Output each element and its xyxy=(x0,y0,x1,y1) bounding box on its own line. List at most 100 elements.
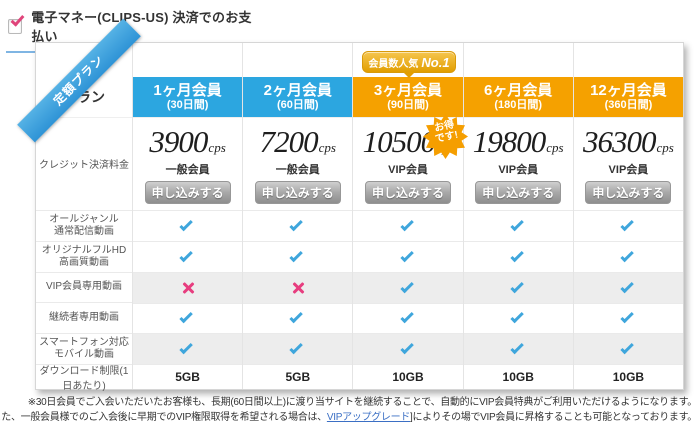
download-limit-cell: 10GB xyxy=(463,364,573,389)
row-label-column: プラン クレジット決済料金 オールジャンル 通常配信動画 オリジナルフルHD 高… xyxy=(36,43,132,392)
feature-cell xyxy=(243,240,353,272)
check-icon xyxy=(179,248,193,263)
spacer-cell xyxy=(574,43,683,77)
plan-header-1month: 1ヶ月会員 (30日間) xyxy=(133,76,243,117)
check-icon xyxy=(399,248,414,263)
pricing-table: 定額プラン 会員数人気 No.1 お得 です! プラン クレジット決済料金 オー… xyxy=(17,18,684,392)
vip-upgrade-link[interactable]: VIPアップグレード xyxy=(326,412,410,423)
feature-cell xyxy=(133,240,243,272)
check-icon xyxy=(179,217,193,232)
plan-header-3month: 3ヶ月会員 (90日間) xyxy=(353,76,463,117)
apply-button-3month[interactable]: 申し込みする xyxy=(365,180,451,204)
check-icon xyxy=(289,248,304,263)
plan-header-12month: 12ヶ月会員 (360日間) xyxy=(573,76,684,117)
check-icon xyxy=(620,310,634,324)
check-icon xyxy=(510,279,524,293)
check-icon xyxy=(289,341,304,355)
check-icon xyxy=(510,341,524,355)
checkmark-icon xyxy=(10,11,25,27)
price-cell-12month: 36300 cps VIP会員 申し込みする xyxy=(573,116,684,210)
apply-button-2month[interactable]: 申し込みする xyxy=(254,180,341,204)
feature-cell xyxy=(463,302,573,334)
check-icon xyxy=(620,217,634,232)
download-limit-cell: 5GB xyxy=(133,364,243,389)
member-type: VIP会員 xyxy=(608,163,649,176)
plan-header-6month: 6ヶ月会員 (180日間) xyxy=(463,76,573,117)
page-title: 電子マネー(CLIPS-US) 決済でのお支払い xyxy=(31,10,252,44)
feature-cell xyxy=(573,302,684,334)
checkbox-icon xyxy=(8,11,25,34)
feature-cell xyxy=(353,302,463,334)
plan-column-3month: 3ヶ月会員 (90日間) 10500 cps VIP会員 申し込みする 10GB xyxy=(352,43,463,389)
feature-row-label-mobile: スマートフォン対応 モバイル動画 xyxy=(36,333,132,364)
check-icon xyxy=(620,248,634,263)
check-icon xyxy=(510,310,524,324)
member-type: VIP会員 xyxy=(388,163,428,176)
price: 36300 cps xyxy=(582,123,674,159)
apply-button-1month[interactable]: 申し込みする xyxy=(144,180,231,204)
footnote: ※30日会員でご入会いただいたお客様も、長期(60日間以上)に渡り当サイトを継続… xyxy=(0,395,697,425)
member-type: 一般会員 xyxy=(165,163,210,176)
apply-button-12month[interactable]: 申し込みする xyxy=(585,180,672,204)
check-icon xyxy=(179,341,193,355)
spacer-cell xyxy=(133,43,242,77)
plan-column-12month: 12ヶ月会員 (360日間) 36300 cps VIP会員 申し込みする 10… xyxy=(572,43,684,389)
price-cell-2month: 7200 cps 一般会員 申し込みする xyxy=(243,116,353,210)
download-row-label: ダウンロード制限(1日あたり) xyxy=(36,364,132,392)
footnote-line1: ※30日会員でご入会いただいたお客様も、長期(60日間以上)に渡り当サイトを継続… xyxy=(27,397,698,408)
feature-cell xyxy=(463,271,573,303)
feature-cell xyxy=(573,333,684,365)
check-icon xyxy=(289,217,304,232)
check-icon xyxy=(179,310,193,324)
feature-cell xyxy=(463,210,573,241)
check-icon xyxy=(510,248,524,263)
plan-column-2month: 2ヶ月会員 (60日間) 7200 cps 一般会員 申し込みする 5GB xyxy=(242,43,353,389)
price-cell-3month: 10500 cps VIP会員 申し込みする xyxy=(353,116,463,210)
download-limit-cell: 10GB xyxy=(573,364,684,389)
price: 19800 cps xyxy=(472,123,564,159)
price-cell-6month: 19800 cps VIP会員 申し込みする xyxy=(463,116,573,210)
feature-cell xyxy=(243,210,353,241)
feature-cell xyxy=(243,271,353,303)
feature-cell xyxy=(463,240,573,272)
check-icon xyxy=(620,341,634,355)
cross-icon xyxy=(291,281,305,295)
feature-cell xyxy=(133,271,243,303)
feature-cell xyxy=(573,240,684,272)
feature-row-label-vip-only: VIP会員専用動画 xyxy=(36,271,132,303)
member-type: 一般会員 xyxy=(275,163,320,176)
check-icon xyxy=(399,310,414,324)
feature-cell xyxy=(353,271,463,303)
feature-row-label-all-genre: オールジャンル 通常配信動画 xyxy=(36,209,132,241)
check-icon xyxy=(620,279,634,293)
plan-column-1month: 1ヶ月会員 (30日間) 3900 cps 一般会員 申し込みする 5GB xyxy=(132,43,243,389)
plan-header-2month: 2ヶ月会員 (60日間) xyxy=(243,76,353,117)
cross-icon xyxy=(181,281,195,295)
deal-starburst-badge: お得 です! xyxy=(422,113,469,160)
check-icon xyxy=(399,217,414,232)
feature-cell xyxy=(353,333,463,365)
check-icon xyxy=(510,217,524,232)
feature-cell xyxy=(243,302,353,334)
spacer-cell xyxy=(243,43,352,77)
spacer-cell xyxy=(464,43,573,77)
download-limit-cell: 5GB xyxy=(243,364,353,389)
feature-cell xyxy=(133,333,243,365)
apply-button-6month[interactable]: 申し込みする xyxy=(475,180,562,204)
feature-cell xyxy=(243,333,353,365)
member-type: VIP会員 xyxy=(498,163,539,176)
check-icon xyxy=(399,279,414,293)
feature-cell xyxy=(463,333,573,365)
price: 3900 cps xyxy=(149,123,226,159)
price: 7200 cps xyxy=(259,123,336,159)
download-limit-cell: 10GB xyxy=(353,364,463,389)
feature-cell xyxy=(133,210,243,241)
feature-row-label-continuing: 継続者専用動画 xyxy=(36,302,132,333)
feature-row-label-full-hd: オリジナルフルHD 高画質動画 xyxy=(36,240,132,272)
popular-no1-badge: 会員数人気 No.1 xyxy=(362,51,456,78)
footnote-line2: また、一般会員様でのご入会後に早期でのVIP権限取得を希望される場合は、VIPア… xyxy=(0,412,697,423)
feature-cell xyxy=(573,271,684,303)
feature-cell xyxy=(133,302,243,334)
feature-cell xyxy=(353,210,463,241)
